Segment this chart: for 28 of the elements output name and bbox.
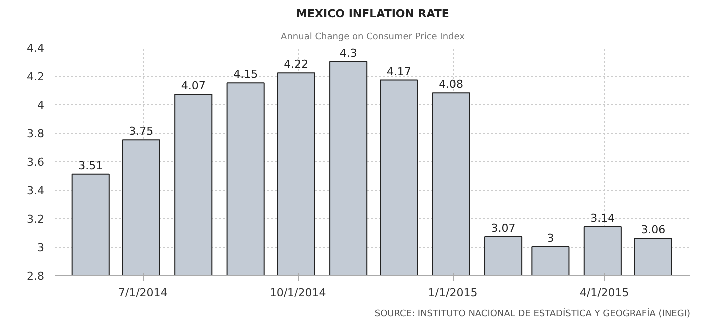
x-tick-label: 7/1/2014 — [118, 286, 168, 300]
data-label: 3 — [547, 232, 554, 245]
source-note: SOURCE: INSTITUTO NACIONAL DE ESTADÍSTICA Y GEOGRAFÍA (INEGI) — [374, 308, 691, 320]
y-tick-label: 3.2 — [27, 213, 45, 226]
y-tick-label: 3.4 — [27, 184, 45, 198]
data-label: 3.06 — [641, 223, 666, 236]
chart-title: MEXICO INFLATION RATE — [296, 8, 450, 20]
chart-subtitle: Annual Change on Consumer Price Index — [281, 32, 466, 42]
y-tick-label: 3.6 — [27, 156, 45, 169]
data-label: 4.07 — [181, 80, 206, 93]
data-label: 4.08 — [439, 78, 464, 92]
data-label: 3.14 — [590, 212, 616, 226]
y-tick-label: 4.4 — [27, 42, 45, 55]
y-tick-label: 4 — [38, 99, 44, 112]
y-tick-label: 2.8 — [27, 270, 45, 283]
x-tick-label: 4/1/2015 — [580, 286, 630, 300]
data-label: 3.07 — [491, 222, 516, 236]
y-tick-label: 3 — [38, 242, 44, 254]
data-label: 4.22 — [284, 58, 309, 72]
data-label: 3.51 — [78, 159, 104, 172]
x-tick-label: 10/1/2014 — [270, 286, 326, 300]
y-tick-label: 3.8 — [27, 128, 45, 140]
data-label: 4.17 — [386, 65, 412, 78]
data-label: 4.3 — [340, 46, 358, 60]
y-tick-label: 4.2 — [27, 70, 45, 84]
x-tick-label: 1/1/2015 — [428, 286, 478, 300]
data-label: 4.15 — [234, 68, 258, 82]
data-label: 3.75 — [129, 125, 154, 138]
